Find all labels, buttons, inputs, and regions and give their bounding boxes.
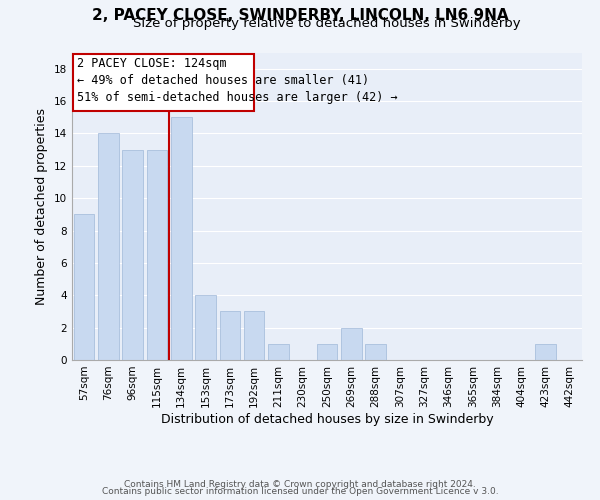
Text: 2 PACEY CLOSE: 124sqm: 2 PACEY CLOSE: 124sqm bbox=[77, 56, 226, 70]
Bar bbox=[74, 214, 94, 360]
Bar bbox=[195, 296, 216, 360]
X-axis label: Distribution of detached houses by size in Swinderby: Distribution of detached houses by size … bbox=[161, 412, 493, 426]
Title: Size of property relative to detached houses in Swinderby: Size of property relative to detached ho… bbox=[133, 18, 521, 30]
Bar bbox=[122, 150, 143, 360]
Text: 51% of semi-detached houses are larger (42) →: 51% of semi-detached houses are larger (… bbox=[77, 92, 397, 104]
Bar bbox=[317, 344, 337, 360]
FancyBboxPatch shape bbox=[73, 54, 254, 111]
Text: Contains HM Land Registry data © Crown copyright and database right 2024.: Contains HM Land Registry data © Crown c… bbox=[124, 480, 476, 489]
Bar bbox=[535, 344, 556, 360]
Bar bbox=[244, 312, 265, 360]
Bar bbox=[146, 150, 167, 360]
Bar bbox=[365, 344, 386, 360]
Bar bbox=[268, 344, 289, 360]
Text: 2, PACEY CLOSE, SWINDERBY, LINCOLN, LN6 9NA: 2, PACEY CLOSE, SWINDERBY, LINCOLN, LN6 … bbox=[92, 8, 508, 22]
Bar bbox=[341, 328, 362, 360]
Bar bbox=[98, 134, 119, 360]
Bar bbox=[220, 312, 240, 360]
Text: Contains public sector information licensed under the Open Government Licence v : Contains public sector information licen… bbox=[101, 487, 499, 496]
Text: ← 49% of detached houses are smaller (41): ← 49% of detached houses are smaller (41… bbox=[77, 74, 369, 86]
Bar bbox=[171, 117, 191, 360]
Y-axis label: Number of detached properties: Number of detached properties bbox=[35, 108, 49, 304]
